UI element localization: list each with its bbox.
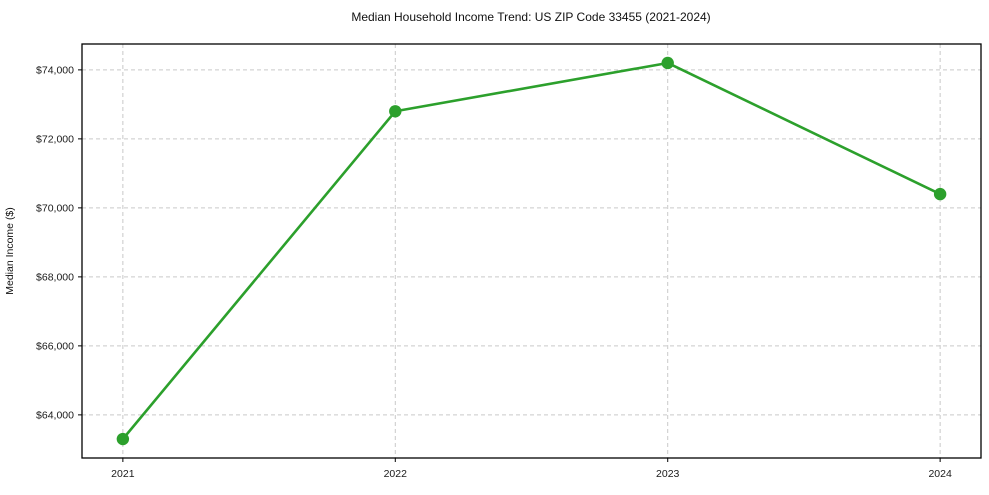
y-tick-label: $66,000: [36, 340, 74, 352]
chart-title: Median Household Income Trend: US ZIP Co…: [351, 10, 710, 24]
data-point-2023: [661, 56, 674, 70]
y-tick-label: $64,000: [36, 409, 74, 421]
x-tick-label: 2024: [928, 468, 952, 480]
y-tick-label: $72,000: [36, 133, 74, 145]
x-tick-label: 2023: [656, 468, 680, 480]
trend-line: [121, 61, 942, 441]
x-tick-label: 2021: [111, 468, 135, 480]
data-point-2022: [389, 105, 402, 118]
y-tick-label: $74,000: [36, 64, 74, 76]
data-point-2024: [933, 187, 947, 201]
y-axis-label: Median Income ($): [4, 207, 16, 295]
data-point-2021: [116, 432, 130, 446]
x-tick-label: 2022: [384, 468, 408, 480]
plot-border: [81, 43, 982, 459]
y-tick-label: $70,000: [36, 202, 74, 214]
y-tick-label: $68,000: [36, 271, 74, 283]
